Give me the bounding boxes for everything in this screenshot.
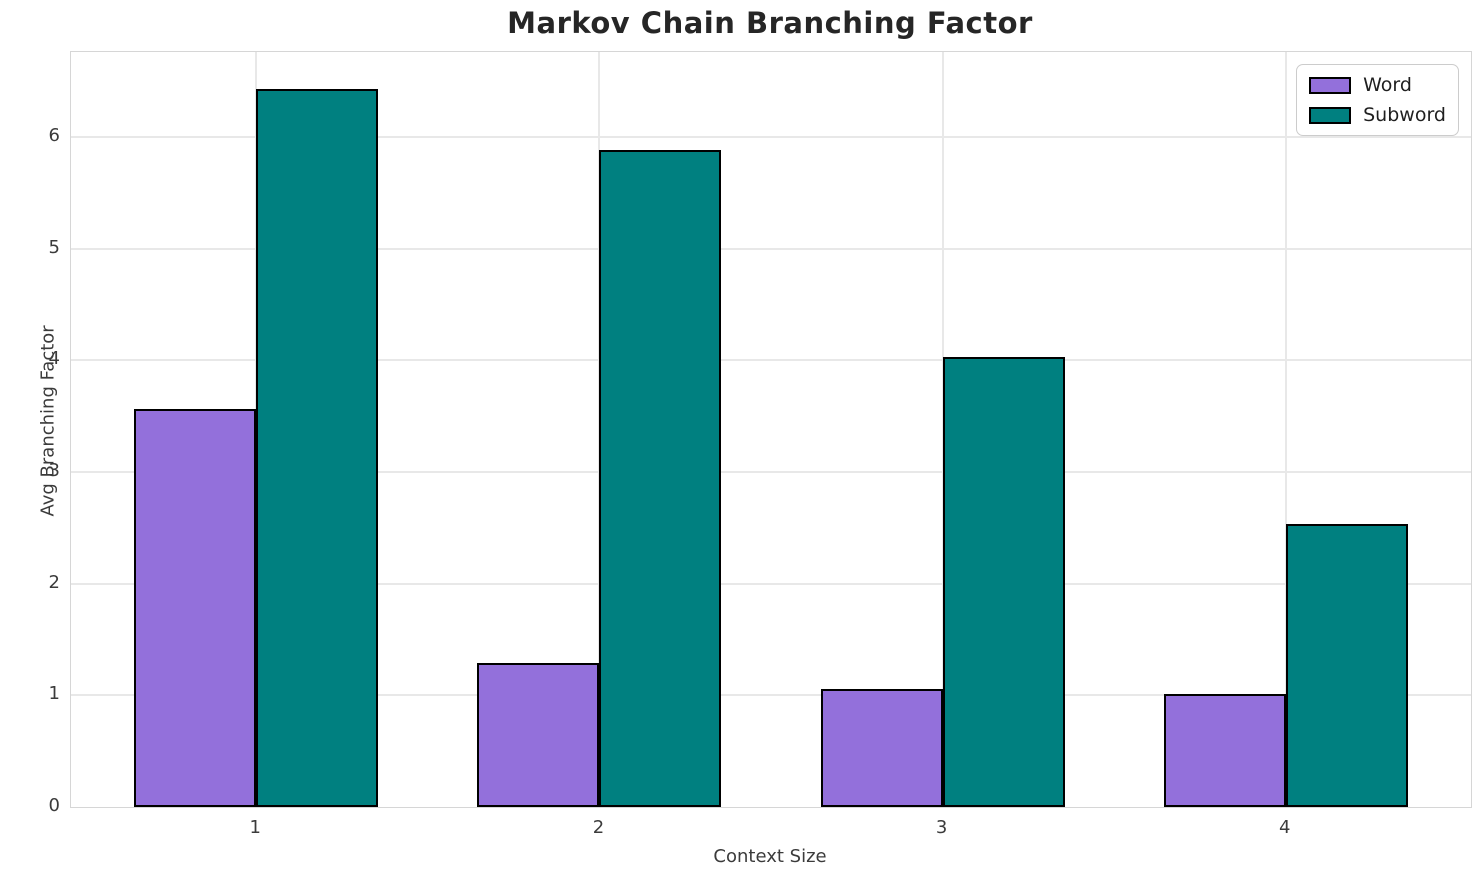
legend-swatch-subword (1309, 106, 1352, 124)
y-tick-label-5: 5 (48, 236, 60, 258)
gridline-y-2 (71, 582, 1471, 585)
legend-label-word: Word (1363, 74, 1412, 96)
y-tick-label-4: 4 (48, 348, 60, 370)
chart-title: Markov Chain Branching Factor (507, 6, 1033, 40)
gridline-x-4 (1284, 52, 1287, 807)
y-tick-label-0: 0 (48, 795, 60, 816)
bar-word-group3 (820, 688, 943, 807)
bar-word-group2 (477, 662, 600, 807)
y-tick-label-1: 1 (48, 683, 60, 705)
y-tick-label-2: 2 (48, 571, 60, 593)
y-tick-label-6: 6 (48, 124, 60, 146)
bar-subword-group2 (599, 150, 722, 807)
x-tick-label-3: 3 (935, 817, 948, 838)
gridline-y-3 (71, 470, 1471, 473)
gridline-y-4 (71, 359, 1471, 362)
bar-subword-group4 (1285, 524, 1408, 807)
y-tick-label-3: 3 (48, 459, 60, 481)
legend-row-subword: Subword (1309, 104, 1446, 126)
gridline-y-1 (71, 694, 1471, 697)
legend-row-word: Word (1309, 74, 1446, 96)
plot-area (70, 51, 1472, 808)
x-tick-label-2: 2 (592, 817, 605, 838)
bar-word-group1 (134, 409, 257, 807)
gridline-y-5 (71, 247, 1471, 250)
bar-subword-group3 (942, 356, 1065, 807)
legend-label-subword: Subword (1363, 104, 1446, 126)
legend-swatch-word (1309, 76, 1352, 94)
legend: Word Subword (1296, 64, 1459, 136)
x-tick-label-1: 1 (249, 817, 261, 838)
x-tick-label-4: 4 (1278, 817, 1291, 838)
bar-word-group4 (1163, 694, 1286, 807)
bar-subword-group1 (256, 88, 379, 807)
gridline-y-6 (71, 135, 1471, 138)
x-axis-label: Context Size (713, 846, 827, 867)
